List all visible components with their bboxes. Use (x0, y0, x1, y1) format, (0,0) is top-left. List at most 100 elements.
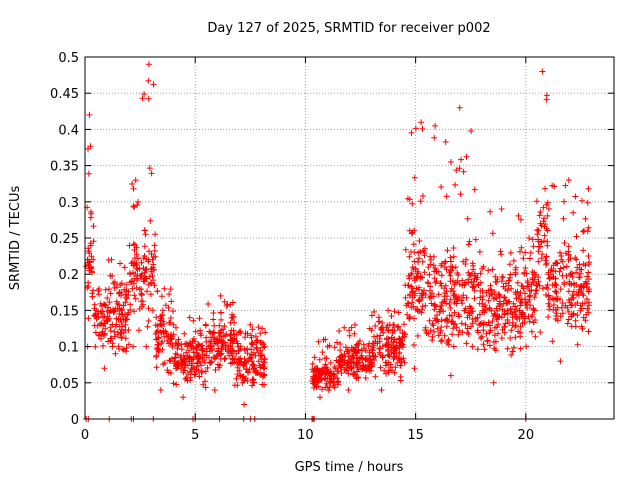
data-point (157, 387, 164, 393)
data-point (490, 296, 497, 302)
data-point (413, 285, 420, 292)
data-point (482, 302, 489, 309)
data-point (112, 350, 119, 357)
data-point (441, 332, 448, 339)
data-point (472, 236, 479, 243)
data-point (391, 308, 398, 315)
data-point (220, 326, 226, 333)
data-point (335, 359, 342, 366)
data-point (370, 347, 376, 354)
data-point (351, 330, 358, 337)
data-point (130, 343, 137, 350)
data-point (512, 303, 519, 310)
data-point (100, 342, 106, 349)
data-point (188, 343, 195, 350)
data-point (198, 362, 204, 369)
data-point (235, 347, 242, 354)
data-point (211, 322, 218, 329)
data-point (152, 231, 159, 238)
data-point (365, 343, 372, 349)
data-point (441, 293, 448, 300)
data-point (345, 346, 351, 353)
data-point (559, 272, 566, 279)
data-point (227, 343, 234, 350)
data-point (543, 261, 549, 268)
data-point (543, 92, 550, 99)
data-point (173, 381, 180, 388)
data-point (518, 282, 525, 289)
data-point (323, 380, 330, 387)
data-point (443, 316, 450, 323)
data-point (178, 341, 185, 348)
data-point (189, 338, 196, 345)
data-point (404, 311, 411, 318)
data-point (230, 313, 237, 320)
data-point (385, 369, 392, 376)
data-point (505, 310, 511, 317)
data-point (218, 345, 225, 352)
data-point (417, 248, 424, 255)
data-point (386, 353, 393, 359)
data-point (196, 373, 203, 380)
data-point (435, 291, 442, 298)
data-point (140, 265, 147, 271)
data-point (569, 292, 576, 299)
data-point (145, 318, 152, 324)
data-point (406, 315, 413, 322)
data-point (85, 170, 92, 177)
data-point (376, 345, 383, 352)
data-point (429, 333, 436, 340)
data-point (101, 365, 108, 372)
data-point (584, 199, 591, 206)
data-point (558, 256, 565, 263)
data-point (247, 321, 254, 328)
data-point (228, 327, 235, 334)
data-point (127, 306, 134, 313)
data-point (518, 244, 525, 251)
data-point (217, 309, 224, 316)
data-point (385, 359, 392, 366)
data-point (541, 238, 547, 244)
data-point (322, 375, 329, 382)
data-point (388, 349, 395, 356)
data-point (360, 341, 367, 348)
data-point (585, 302, 592, 309)
data-point (428, 300, 435, 307)
data-point (179, 361, 186, 368)
data-point (146, 273, 153, 280)
data-point (92, 311, 99, 318)
data-point (86, 250, 93, 257)
data-point (409, 294, 416, 301)
data-point (166, 357, 173, 364)
data-point (379, 343, 386, 350)
data-point (198, 369, 205, 376)
data-point (356, 338, 363, 344)
data-point (512, 323, 519, 330)
data-point (447, 372, 454, 379)
data-point (471, 186, 478, 193)
data-point (224, 301, 231, 308)
data-point (478, 333, 485, 340)
data-point (149, 307, 156, 314)
data-point (166, 291, 173, 298)
data-point (181, 355, 188, 361)
data-point (577, 307, 584, 314)
data-point (478, 335, 484, 342)
data-point (190, 317, 197, 324)
data-point (532, 290, 539, 297)
data-point (577, 270, 584, 277)
data-point (412, 266, 419, 273)
data-point (487, 282, 494, 289)
data-point (569, 311, 576, 318)
data-point (533, 198, 540, 205)
data-point (394, 359, 401, 366)
data-point (549, 338, 556, 345)
data-point (104, 308, 111, 315)
data-point (122, 311, 128, 318)
data-point (202, 321, 209, 328)
data-point (88, 263, 94, 270)
data-point (222, 355, 229, 362)
data-point (310, 373, 317, 380)
data-point (91, 322, 98, 329)
data-point (148, 268, 155, 275)
